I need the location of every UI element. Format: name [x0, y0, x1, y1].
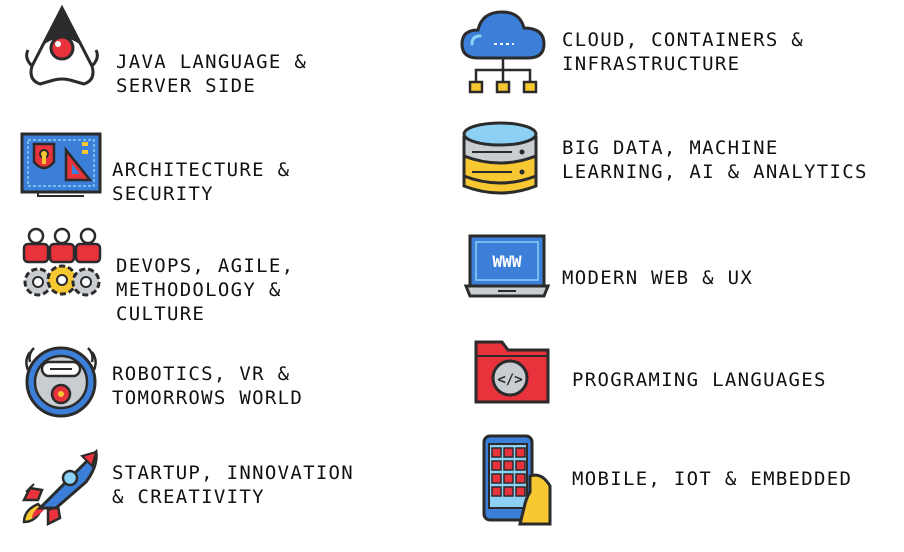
- robot-vacuum-icon: [20, 338, 102, 420]
- laptop-www-icon: WWW: [464, 234, 550, 300]
- topic-label-web: MODERN WEB & UX: [562, 267, 754, 289]
- topic-label-bigdata: BIG DATA, MACHINE LEARNING, AI & ANALYTI…: [562, 137, 868, 183]
- smartphone-hand-icon: [480, 432, 554, 526]
- cloud-network-icon: [458, 4, 550, 96]
- code-folder-icon: </>: [472, 336, 552, 406]
- topic-label-cloud: CLOUD, CONTAINERS & INFRASTRUCTURE: [562, 29, 805, 75]
- code-text: </>: [497, 372, 522, 388]
- topic-label-devops: DEVOPS, AGILE, METHODOLOGY & CULTURE: [116, 255, 295, 325]
- architecture-blueprint-icon: [20, 132, 104, 198]
- topic-label-programming: PROGRAMING LANGUAGES: [572, 369, 827, 391]
- java-duke-icon: [22, 4, 102, 94]
- rocket-icon: [20, 446, 102, 526]
- topic-label-java: JAVA LANGUAGE & SERVER SIDE: [116, 51, 308, 97]
- database-icon: [460, 120, 540, 198]
- topic-label-architecture: ARCHITECTURE & SECURITY: [112, 159, 291, 205]
- www-text: WWW: [493, 252, 522, 271]
- topic-label-mobile: MOBILE, IOT & EMBEDDED: [572, 468, 853, 490]
- team-gears-icon: [20, 226, 104, 306]
- topic-label-robotics: ROBOTICS, VR & TOMORROWS WORLD: [112, 363, 304, 409]
- topic-label-startup: STARTUP, INNOVATION & CREATIVITY: [112, 462, 355, 508]
